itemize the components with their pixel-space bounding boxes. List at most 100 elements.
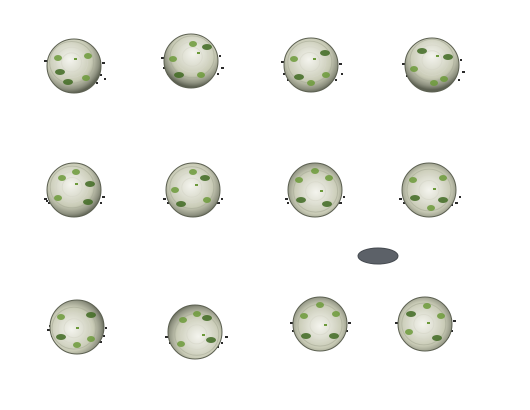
moss-patch: [179, 317, 187, 323]
moss-patch: [322, 72, 330, 78]
moss-patch: [427, 205, 435, 211]
boulder-sprite: [290, 296, 351, 352]
debris-speck: [47, 329, 50, 331]
moss-patch: [322, 201, 332, 207]
debris-speck: [104, 78, 106, 80]
debris-speck: [221, 342, 223, 344]
debris-speck: [346, 330, 348, 332]
debris-speck: [285, 198, 288, 200]
moss-patch: [86, 312, 96, 318]
boulder-sprite-frame: [153, 150, 233, 230]
boulder-sprite: [395, 296, 456, 352]
moss-patch: [294, 74, 304, 80]
boulder-sprite: [402, 37, 465, 93]
debris-speck: [163, 198, 166, 200]
moss-patch: [72, 169, 80, 175]
moss-patch: [189, 169, 197, 175]
debris-speck: [217, 202, 220, 204]
moss-patch: [54, 195, 62, 201]
debris-speck: [163, 67, 165, 69]
moss-patch: [316, 302, 324, 308]
moss-patch: [55, 69, 65, 75]
debris-speck: [451, 330, 453, 332]
moss-patch: [439, 175, 447, 181]
moss-patch: [177, 341, 185, 347]
boulder-sprite-frame: [155, 292, 235, 372]
debris-speck: [167, 202, 169, 204]
debris-speck: [395, 322, 398, 324]
moss-patch: [57, 314, 65, 320]
debris-speck: [100, 74, 102, 76]
moss-patch: [176, 201, 186, 207]
debris-speck: [287, 202, 289, 204]
moss-patch: [202, 44, 212, 50]
moss-patch: [73, 342, 81, 348]
debris-speck: [403, 202, 405, 204]
moss-patch: [406, 311, 416, 317]
boulder-sprite: [399, 162, 461, 218]
moss-patch: [63, 79, 73, 85]
debris-speck: [453, 320, 456, 322]
moss-patch: [410, 66, 418, 72]
boulder-sprite-frame: [392, 25, 472, 105]
boulder-sprite-frame: [37, 287, 117, 367]
debris-speck: [402, 63, 405, 65]
moss-patch: [54, 55, 62, 61]
debris-speck: [459, 196, 461, 198]
debris-speck: [105, 327, 107, 329]
boulder-sprite-frame: [385, 284, 465, 364]
moss-patch: [443, 54, 453, 60]
moss-patch: [295, 177, 303, 183]
boulder-sprite: [44, 162, 105, 218]
moss-patch: [83, 199, 93, 205]
debris-speck: [283, 73, 285, 75]
debris-speck: [46, 200, 48, 202]
moss-patch: [203, 197, 211, 203]
boulder-sprite: [161, 33, 224, 89]
boulder-sprite: [165, 304, 228, 360]
moss-patch: [432, 335, 442, 341]
moss-patch: [320, 50, 330, 56]
debris-speck: [102, 196, 105, 198]
moss-patch: [296, 197, 306, 203]
debris-speck: [221, 67, 224, 69]
moss-patch: [82, 75, 90, 81]
debris-speck: [161, 57, 164, 59]
debris-speck: [221, 198, 223, 200]
boulder-sprite-frame: [151, 21, 231, 101]
debris-speck: [281, 61, 284, 63]
moss-patch: [200, 175, 210, 181]
boulder-sprite-frame: [34, 150, 114, 230]
boulder-sprite: [47, 299, 107, 355]
debris-speck: [348, 322, 351, 324]
boulder-sprite: [163, 162, 223, 218]
moss-patch: [290, 56, 298, 62]
debris-speck: [290, 322, 293, 324]
boulder-shadow: [357, 247, 399, 265]
debris-speck: [455, 202, 458, 204]
boulder-sprite: [281, 37, 343, 93]
moss-patch: [171, 187, 179, 193]
moss-patch: [202, 315, 212, 321]
moss-patch: [87, 336, 95, 342]
debris-speck: [44, 198, 47, 200]
moss-patch: [423, 303, 431, 309]
moss-patch: [311, 168, 319, 174]
debris-speck: [217, 73, 219, 75]
debris-speck: [339, 63, 342, 65]
debris-speck: [103, 335, 105, 337]
debris-speck: [219, 55, 221, 57]
debris-speck: [343, 196, 345, 198]
boulder-sprite-frame: [280, 284, 360, 364]
debris-speck: [460, 59, 462, 61]
debris-speck: [341, 73, 343, 75]
moss-patch: [56, 334, 66, 340]
debris-speck: [48, 202, 50, 204]
debris-speck: [99, 341, 102, 343]
moss-patch: [325, 175, 333, 181]
moss-patch: [197, 72, 205, 78]
moss-patch: [329, 333, 339, 339]
debris-speck: [96, 82, 98, 84]
moss-patch: [409, 177, 417, 183]
debris-speck: [399, 198, 402, 200]
